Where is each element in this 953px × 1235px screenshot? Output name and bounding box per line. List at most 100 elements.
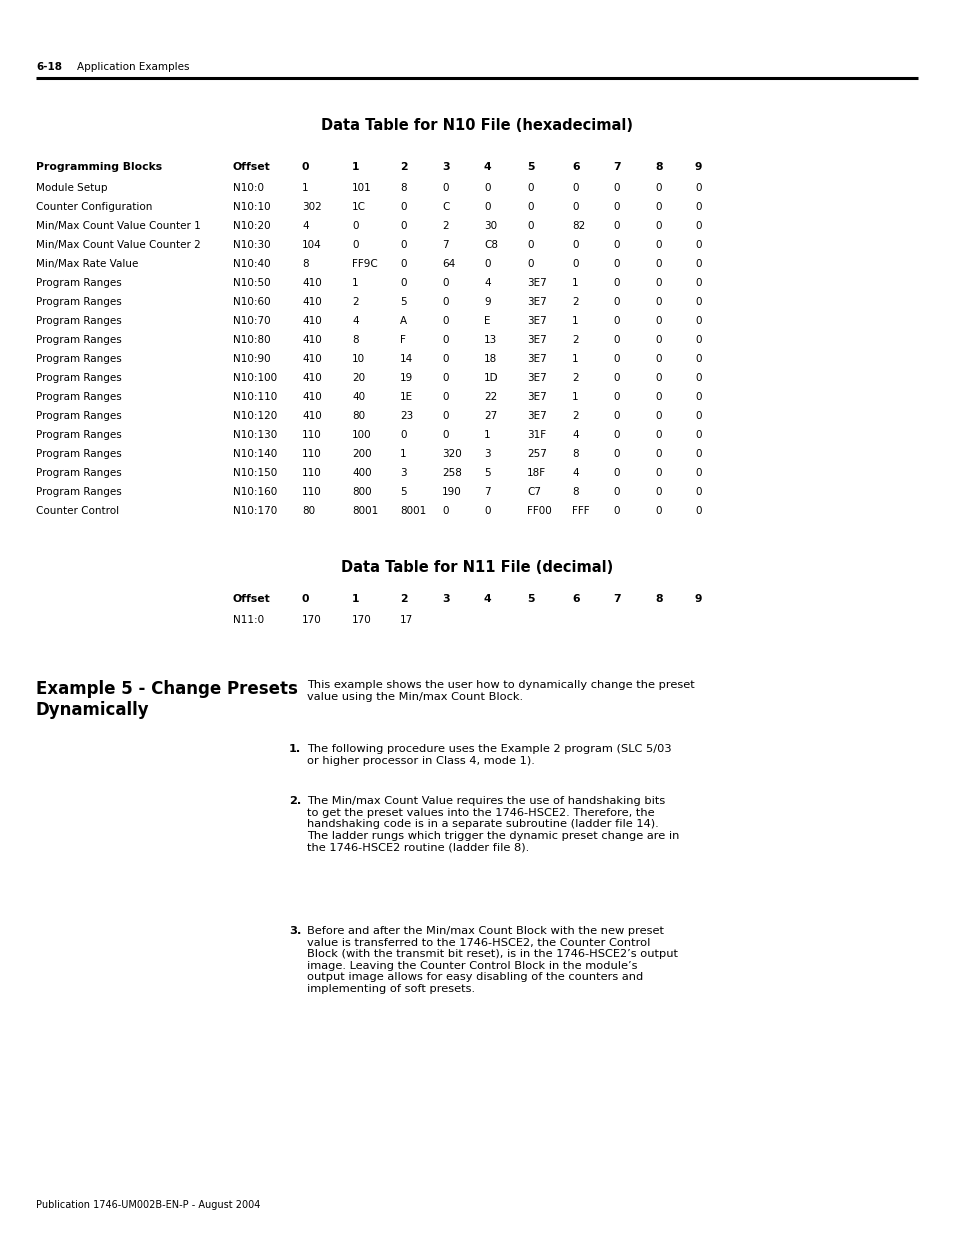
Text: Offset: Offset <box>233 162 271 172</box>
Text: 0: 0 <box>483 506 490 516</box>
Text: 0: 0 <box>526 259 533 269</box>
Text: 1: 1 <box>352 162 359 172</box>
Text: 0: 0 <box>655 278 660 288</box>
Text: 0: 0 <box>613 259 618 269</box>
Text: 0: 0 <box>655 335 660 345</box>
Text: 410: 410 <box>302 411 321 421</box>
Text: 100: 100 <box>352 430 372 440</box>
Text: 1: 1 <box>483 430 490 440</box>
Text: FFF: FFF <box>572 506 589 516</box>
Text: 0: 0 <box>613 373 618 383</box>
Text: 0: 0 <box>613 411 618 421</box>
Text: 18: 18 <box>483 354 497 364</box>
Text: N10:10: N10:10 <box>233 203 271 212</box>
Text: 0: 0 <box>441 506 448 516</box>
Text: The Min/max Count Value requires the use of handshaking bits
to get the preset v: The Min/max Count Value requires the use… <box>307 797 679 852</box>
Text: 0: 0 <box>352 221 358 231</box>
Text: 0: 0 <box>572 183 578 193</box>
Text: 170: 170 <box>352 615 372 625</box>
Text: 0: 0 <box>441 373 448 383</box>
Text: Before and after the Min/max Count Block with the new preset
value is transferre: Before and after the Min/max Count Block… <box>307 926 678 994</box>
Text: 0: 0 <box>613 240 618 249</box>
Text: 0: 0 <box>613 203 618 212</box>
Text: 410: 410 <box>302 296 321 308</box>
Text: 0: 0 <box>655 430 660 440</box>
Text: The following procedure uses the Example 2 program (SLC 5/03
or higher processor: The following procedure uses the Example… <box>307 743 671 766</box>
Text: 9: 9 <box>695 162 701 172</box>
Text: 0: 0 <box>695 296 700 308</box>
Text: 200: 200 <box>352 450 372 459</box>
Text: Counter Control: Counter Control <box>36 506 119 516</box>
Text: 410: 410 <box>302 335 321 345</box>
Text: 3E7: 3E7 <box>526 391 546 403</box>
Text: 0: 0 <box>695 506 700 516</box>
Text: Program Ranges: Program Ranges <box>36 391 122 403</box>
Text: 104: 104 <box>302 240 321 249</box>
Text: 3: 3 <box>441 162 449 172</box>
Text: 4: 4 <box>302 221 309 231</box>
Text: 190: 190 <box>441 487 461 496</box>
Text: 258: 258 <box>441 468 461 478</box>
Text: 0: 0 <box>695 335 700 345</box>
Text: Min/Max Rate Value: Min/Max Rate Value <box>36 259 138 269</box>
Text: 0: 0 <box>399 430 406 440</box>
Text: 0: 0 <box>655 487 660 496</box>
Text: N10:30: N10:30 <box>233 240 271 249</box>
Text: 0: 0 <box>572 203 578 212</box>
Text: 0: 0 <box>483 259 490 269</box>
Text: 18F: 18F <box>526 468 545 478</box>
Text: 0: 0 <box>695 183 700 193</box>
Text: 0: 0 <box>613 487 618 496</box>
Text: 20: 20 <box>352 373 365 383</box>
Text: 0: 0 <box>695 316 700 326</box>
Text: Min/Max Count Value Counter 2: Min/Max Count Value Counter 2 <box>36 240 200 249</box>
Text: N10:20: N10:20 <box>233 221 271 231</box>
Text: 19: 19 <box>399 373 413 383</box>
Text: 6-18: 6-18 <box>36 62 62 72</box>
Text: E: E <box>483 316 490 326</box>
Text: F: F <box>399 335 405 345</box>
Text: 23: 23 <box>399 411 413 421</box>
Text: 0: 0 <box>613 296 618 308</box>
Text: 0: 0 <box>441 316 448 326</box>
Text: N10:40: N10:40 <box>233 259 271 269</box>
Text: 5: 5 <box>399 487 406 496</box>
Text: 6: 6 <box>572 594 579 604</box>
Text: 257: 257 <box>526 450 546 459</box>
Text: N10:130: N10:130 <box>233 430 277 440</box>
Text: 0: 0 <box>655 296 660 308</box>
Text: 0: 0 <box>655 221 660 231</box>
Text: N10:100: N10:100 <box>233 373 276 383</box>
Text: 4: 4 <box>483 278 490 288</box>
Text: 0: 0 <box>441 430 448 440</box>
Text: 0: 0 <box>613 506 618 516</box>
Text: C7: C7 <box>526 487 540 496</box>
Text: 0: 0 <box>695 259 700 269</box>
Text: FF00: FF00 <box>526 506 551 516</box>
Text: 4: 4 <box>572 430 578 440</box>
Text: 1: 1 <box>572 316 578 326</box>
Text: 8: 8 <box>399 183 406 193</box>
Text: Offset: Offset <box>233 594 271 604</box>
Text: 0: 0 <box>655 391 660 403</box>
Text: Program Ranges: Program Ranges <box>36 487 122 496</box>
Text: 302: 302 <box>302 203 321 212</box>
Text: 0: 0 <box>526 183 533 193</box>
Text: 2: 2 <box>572 373 578 383</box>
Text: N10:160: N10:160 <box>233 487 277 496</box>
Text: 3: 3 <box>441 594 449 604</box>
Text: 10: 10 <box>352 354 365 364</box>
Text: 0: 0 <box>613 316 618 326</box>
Text: Application Examples: Application Examples <box>64 62 190 72</box>
Text: 3E7: 3E7 <box>526 373 546 383</box>
Text: Program Ranges: Program Ranges <box>36 468 122 478</box>
Text: 0: 0 <box>655 468 660 478</box>
Text: 110: 110 <box>302 450 321 459</box>
Text: N10:80: N10:80 <box>233 335 271 345</box>
Text: 110: 110 <box>302 430 321 440</box>
Text: 0: 0 <box>695 354 700 364</box>
Text: N10:90: N10:90 <box>233 354 271 364</box>
Text: 3E7: 3E7 <box>526 354 546 364</box>
Text: 4: 4 <box>483 162 491 172</box>
Text: 0: 0 <box>399 259 406 269</box>
